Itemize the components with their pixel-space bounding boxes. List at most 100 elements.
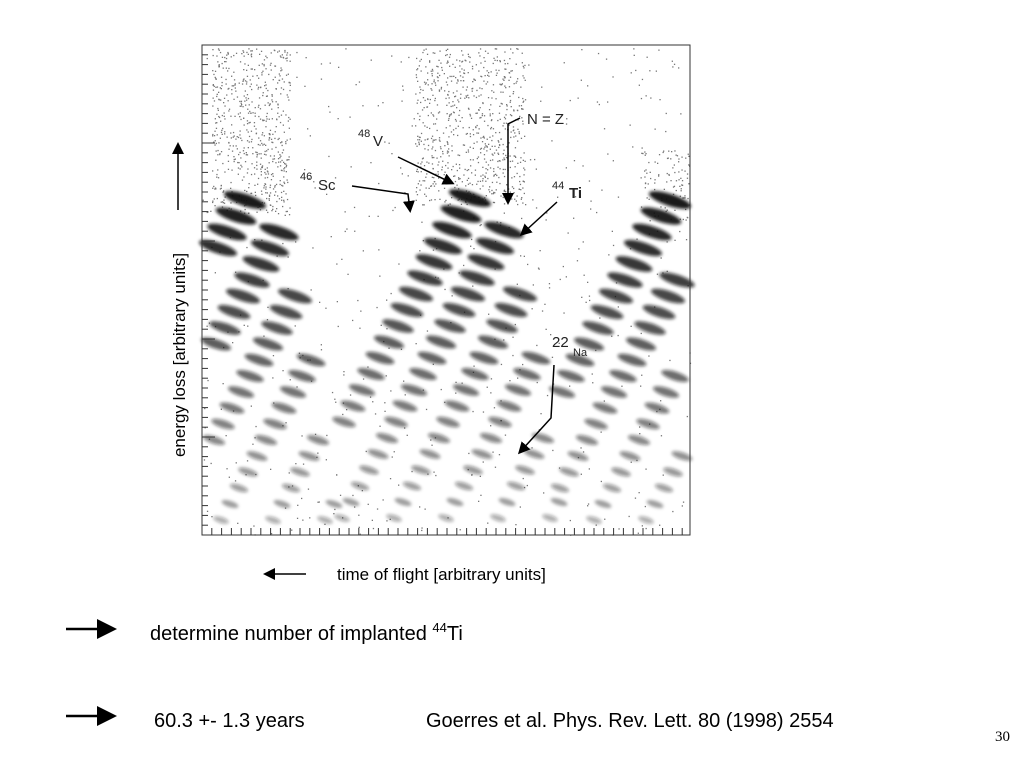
speckle-dot	[265, 186, 267, 188]
speckle-dot	[247, 112, 250, 114]
speckle-dot	[237, 161, 239, 164]
speckle-dot	[433, 185, 436, 187]
speckle-dot	[503, 59, 506, 62]
speckle-dot	[277, 112, 279, 114]
speckle-dot	[220, 185, 222, 187]
speckle-dot	[498, 69, 500, 72]
speckle-dot	[641, 525, 643, 527]
speckle-dot	[476, 112, 478, 114]
speckle-dot	[220, 187, 222, 189]
speckle-dot	[497, 140, 499, 142]
speckle-dot	[334, 398, 336, 400]
speckle-dot	[439, 50, 441, 52]
speckle-dot	[504, 118, 507, 120]
speckle-dot	[263, 119, 265, 121]
speckle-dot	[513, 187, 515, 190]
speckle-dot	[678, 179, 680, 181]
speckle-dot	[445, 54, 447, 57]
speckle-dot	[487, 169, 489, 171]
speckle-dot	[642, 152, 644, 155]
speckle-dot	[491, 139, 493, 142]
speckle-dot	[212, 70, 214, 72]
speckle-dot	[398, 263, 400, 265]
speckle-dot	[217, 109, 219, 111]
speckle-dot	[599, 317, 601, 319]
blob	[498, 497, 516, 507]
speckle-dot	[240, 118, 242, 121]
speckle-dot	[255, 194, 257, 197]
speckle-dot	[644, 154, 646, 156]
blob	[382, 319, 414, 333]
speckle-dot	[349, 394, 352, 396]
speckle-dot	[249, 85, 251, 88]
speckle-dot	[688, 183, 690, 185]
image-frame	[201, 44, 691, 536]
speckle-dot	[431, 176, 433, 178]
speckle-dot	[461, 181, 463, 183]
speckle-dot	[359, 327, 361, 329]
speckle-dot	[462, 80, 465, 82]
speckle-dot	[422, 122, 424, 124]
speckle-dot	[266, 150, 268, 152]
speckle-dot	[270, 52, 272, 54]
speckle-dot	[503, 116, 506, 118]
speckle-dot	[280, 56, 282, 58]
blob	[401, 384, 427, 396]
speckle-dot	[283, 190, 285, 192]
speckle-dot	[330, 236, 332, 238]
speckle-dot	[230, 56, 232, 58]
speckle-dot	[491, 97, 493, 99]
speckle-dot	[417, 183, 419, 185]
speckle-dot	[671, 151, 673, 153]
speckle-dot	[220, 99, 222, 101]
speckle-dot	[215, 142, 217, 145]
speckle-dot	[453, 134, 455, 136]
speckle-dot	[247, 53, 249, 55]
speckle-dot	[681, 505, 683, 507]
speckle-dot	[283, 182, 286, 185]
speckle-dot	[225, 61, 227, 63]
speckle-dot	[491, 119, 493, 121]
blob	[480, 432, 502, 444]
speckle-dot	[517, 377, 519, 379]
speckle-dot	[225, 435, 227, 437]
blob	[523, 449, 545, 459]
speckle-dot	[658, 49, 660, 51]
speckle-dot	[421, 161, 423, 163]
speckle-dot	[419, 115, 421, 117]
speckle-dot	[465, 151, 467, 153]
speckle-dot	[275, 183, 278, 186]
speckle-dot	[286, 57, 288, 59]
speckle-dot	[493, 152, 496, 154]
blob	[573, 337, 605, 351]
speckle-dot	[683, 197, 685, 199]
speckle-dot	[267, 306, 269, 308]
speckle-dot	[427, 98, 429, 101]
speckle-dot	[612, 76, 614, 78]
blob	[488, 416, 512, 428]
speckle-dot	[505, 193, 507, 196]
speckle-dot	[269, 184, 272, 186]
speckle-dot	[644, 176, 646, 178]
speckle-dot	[219, 188, 222, 190]
speckle-dot	[469, 133, 471, 135]
speckle-dot	[285, 141, 287, 143]
speckle-dot	[474, 169, 477, 171]
speckle-dot	[213, 185, 215, 188]
speckle-dot	[422, 240, 424, 242]
blob	[255, 434, 277, 446]
speckle-dot	[447, 48, 449, 50]
speckle-dot	[480, 152, 482, 154]
speckle-dot	[253, 122, 256, 124]
speckle-dot	[521, 197, 523, 199]
speckle-dot	[431, 73, 433, 75]
speckle-dot	[277, 213, 280, 215]
speckle-dot	[687, 197, 689, 200]
speckle-dot	[243, 176, 245, 178]
speckle-dot	[222, 383, 224, 385]
speckle-dot	[272, 173, 274, 175]
speckle-dot	[437, 171, 439, 173]
speckle-dot	[268, 137, 271, 139]
speckle-dot	[638, 84, 640, 86]
speckle-dot	[268, 194, 271, 196]
